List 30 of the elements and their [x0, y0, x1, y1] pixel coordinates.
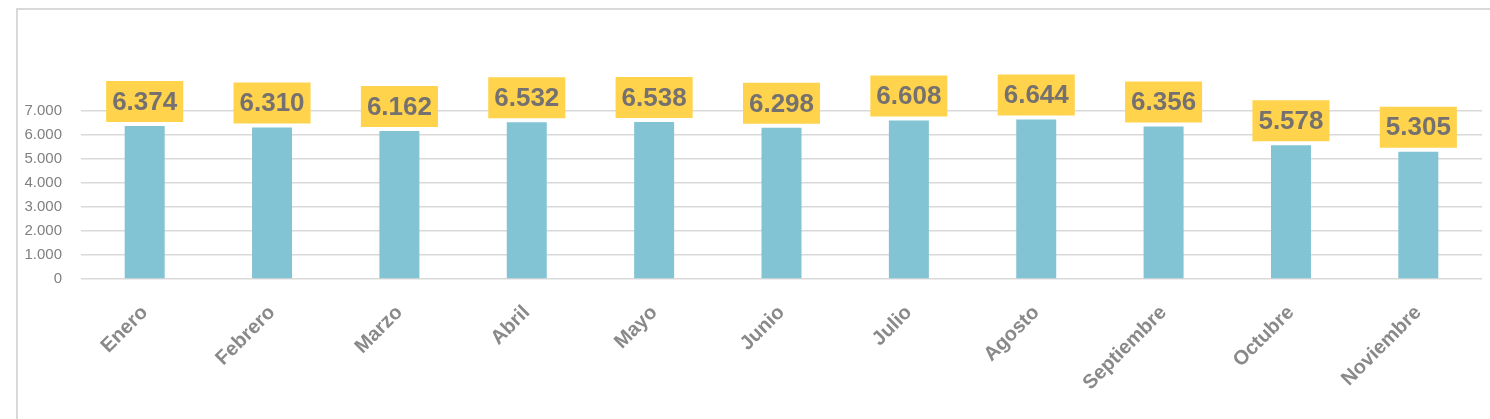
bar	[1398, 151, 1439, 279]
bar	[252, 127, 293, 279]
y-tick-label: 4.000	[24, 173, 62, 191]
bar	[506, 122, 547, 279]
data-label: 6.298	[748, 87, 815, 118]
y-tick-label: 6.000	[24, 125, 62, 143]
y-tick-label: 3.000	[24, 197, 62, 215]
y-tick-label: 1.000	[24, 245, 62, 263]
data-label: 6.162	[366, 90, 432, 121]
y-tick-label: 5.000	[24, 149, 62, 167]
data-label: 5.305	[1385, 111, 1451, 142]
data-label: 6.310	[239, 87, 305, 118]
data-label: 6.644	[1003, 79, 1070, 110]
bar	[888, 120, 929, 279]
data-label: 6.538	[621, 81, 687, 112]
data-label: 6.374	[112, 85, 178, 116]
y-tick-label: 2.000	[24, 221, 62, 239]
data-label: 5.578	[1258, 104, 1324, 135]
bar	[124, 126, 165, 279]
bar	[634, 122, 675, 279]
bar	[1143, 126, 1184, 279]
data-label: 6.532	[494, 81, 560, 112]
bar	[1270, 145, 1311, 279]
y-tick-label: 0	[53, 269, 62, 287]
bar	[379, 131, 420, 279]
bar	[761, 127, 802, 279]
bar	[1016, 119, 1057, 279]
y-tick-label: 7.000	[24, 101, 62, 119]
data-label: 6.356	[1131, 86, 1197, 117]
data-label: 6.608	[876, 80, 942, 111]
